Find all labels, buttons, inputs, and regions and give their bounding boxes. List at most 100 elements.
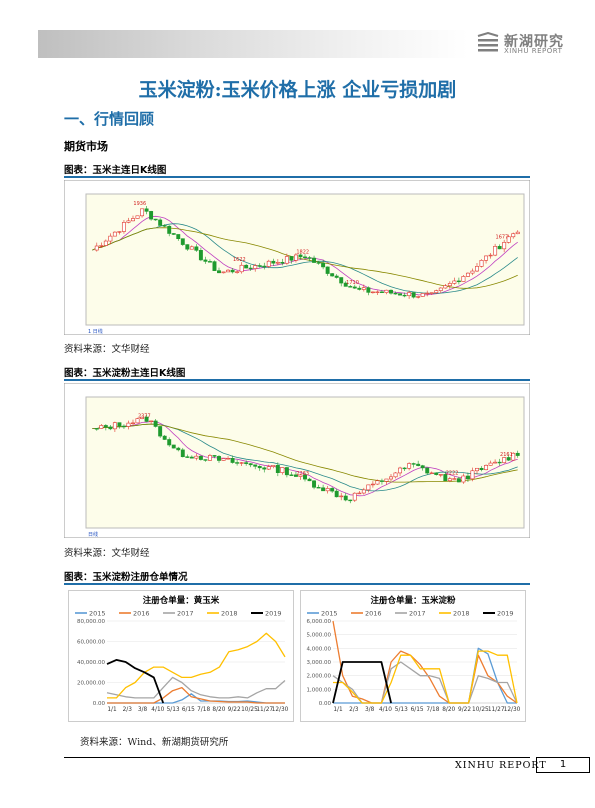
candle-body: [515, 231, 520, 235]
x-tick-label: 6/15: [411, 707, 424, 713]
candle-body: [217, 270, 221, 274]
candle-body: [339, 495, 344, 498]
kline-price-annotation: 2377: [138, 413, 151, 419]
candle-body: [443, 474, 448, 482]
candle-body: [479, 467, 484, 471]
candle-body: [488, 462, 493, 466]
legend-label: 2017: [177, 610, 194, 618]
candle-body: [484, 255, 489, 261]
candle-body: [484, 464, 489, 471]
figure-2-label: 图表：玉米淀粉主连日K线图: [64, 368, 186, 379]
candle-body: [357, 287, 362, 290]
candle-body: [217, 456, 221, 461]
kline-price-annotation: 1936: [133, 201, 146, 207]
kline-price-annotation: 1710: [346, 280, 359, 286]
x-tick-label: 9/22: [228, 707, 241, 713]
y-tick-label: 20,000.00: [77, 681, 105, 687]
candle-body: [493, 246, 498, 256]
candle-body: [370, 291, 375, 294]
x-tick-label: 2/3: [349, 707, 359, 713]
candle-body: [379, 480, 384, 482]
candle-body: [425, 292, 430, 295]
candle-body: [221, 271, 226, 274]
candle-body: [153, 218, 158, 221]
candle-body: [434, 290, 439, 294]
candle-body: [316, 262, 321, 264]
x-tick-label: 3/8: [365, 707, 375, 713]
figure-1-source: 资料来源：文华财经: [64, 344, 150, 355]
candle-body: [497, 246, 502, 250]
corn-warrant-chart: 注册仓单量：黄玉米 2015 2016 2017 2018 2019 0.00 20,000.…: [68, 590, 294, 722]
candle-body: [257, 265, 262, 267]
x-tick-label: 7/18: [426, 707, 439, 713]
candle-body: [511, 233, 516, 238]
x-tick-label: 7/18: [197, 707, 210, 713]
candle-body: [271, 260, 276, 264]
candle-body: [425, 467, 430, 474]
candle-body: [325, 488, 330, 492]
candle-body: [461, 475, 466, 483]
candle-body: [158, 426, 163, 437]
x-tick-label: 5/13: [167, 707, 180, 713]
x-tick-label: 8/20: [442, 707, 455, 713]
starch-kline-chart: 2377 2263 2222 2161 日线: [63, 382, 531, 539]
x-tick-label: 11/27: [488, 707, 505, 713]
candle-body: [176, 447, 181, 451]
logo-mark-icon: [477, 32, 499, 52]
kline-price-annotation: 1677: [496, 234, 509, 240]
candle-body: [479, 260, 484, 267]
candle-body: [275, 464, 280, 473]
chart-title: 注册仓单量：玉米淀粉: [370, 595, 456, 606]
candle-body: [239, 264, 244, 273]
candle-body: [407, 463, 412, 469]
candle-body: [289, 256, 294, 261]
candle-body: [244, 264, 249, 269]
candle-body: [488, 254, 493, 257]
candle-body: [497, 461, 502, 464]
candle-body: [112, 231, 117, 237]
candle-body: [416, 463, 421, 466]
candle-body: [280, 261, 285, 264]
candle-body: [235, 271, 240, 273]
candle-body: [348, 286, 353, 288]
candle-body: [375, 480, 380, 485]
candle-body: [411, 463, 416, 465]
candle-body: [271, 464, 276, 467]
candle-body: [117, 422, 122, 427]
candle-body: [402, 467, 407, 470]
candle-body: [284, 256, 289, 264]
candle-body: [140, 208, 145, 217]
legend-label: 2017: [409, 610, 426, 618]
moving-average-line: [92, 423, 518, 483]
candle-body: [343, 282, 348, 287]
candle-body: [99, 425, 104, 429]
legend-label: 2019: [265, 610, 282, 618]
candle-body: [207, 261, 212, 263]
footer-rule: [64, 757, 530, 758]
candle-body: [384, 478, 389, 482]
candle-body: [162, 225, 167, 227]
figure-2-rule: [64, 379, 530, 381]
corn-kline-chart: 1936 1822 1622 1710 1677 1 日线: [63, 179, 531, 336]
candle-body: [239, 462, 244, 464]
candle-body: [393, 292, 398, 295]
y-tick-label: 6,000.00: [307, 619, 332, 625]
candle-body: [180, 449, 185, 458]
candle-body: [475, 467, 479, 472]
starch-warrant-chart: 注册仓单量：玉米淀粉 2015 2016 2017 2018 2019 0.00 1,000.…: [300, 590, 526, 722]
series-line-2016: [107, 686, 285, 704]
candle-body: [352, 492, 357, 501]
candle-body: [312, 257, 317, 263]
candle-body: [194, 246, 199, 251]
candle-body: [303, 256, 307, 258]
candle-body: [280, 467, 285, 473]
candle-body: [226, 458, 231, 460]
series-line-2018: [333, 650, 518, 704]
candle-body: [393, 472, 398, 478]
candle-body: [284, 467, 289, 476]
starch-warrant-svg: 注册仓单量：玉米淀粉 2015 2016 2017 2018 2019 0.00 1,000.…: [307, 595, 521, 713]
x-tick-label: 6/15: [182, 707, 195, 713]
x-tick-label: 1/1: [107, 707, 117, 713]
candle-body: [171, 444, 176, 449]
candle-body: [248, 267, 253, 270]
